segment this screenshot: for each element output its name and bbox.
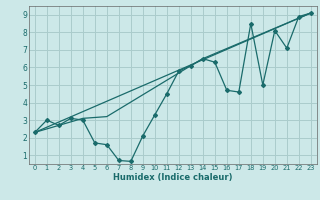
X-axis label: Humidex (Indice chaleur): Humidex (Indice chaleur): [113, 173, 233, 182]
